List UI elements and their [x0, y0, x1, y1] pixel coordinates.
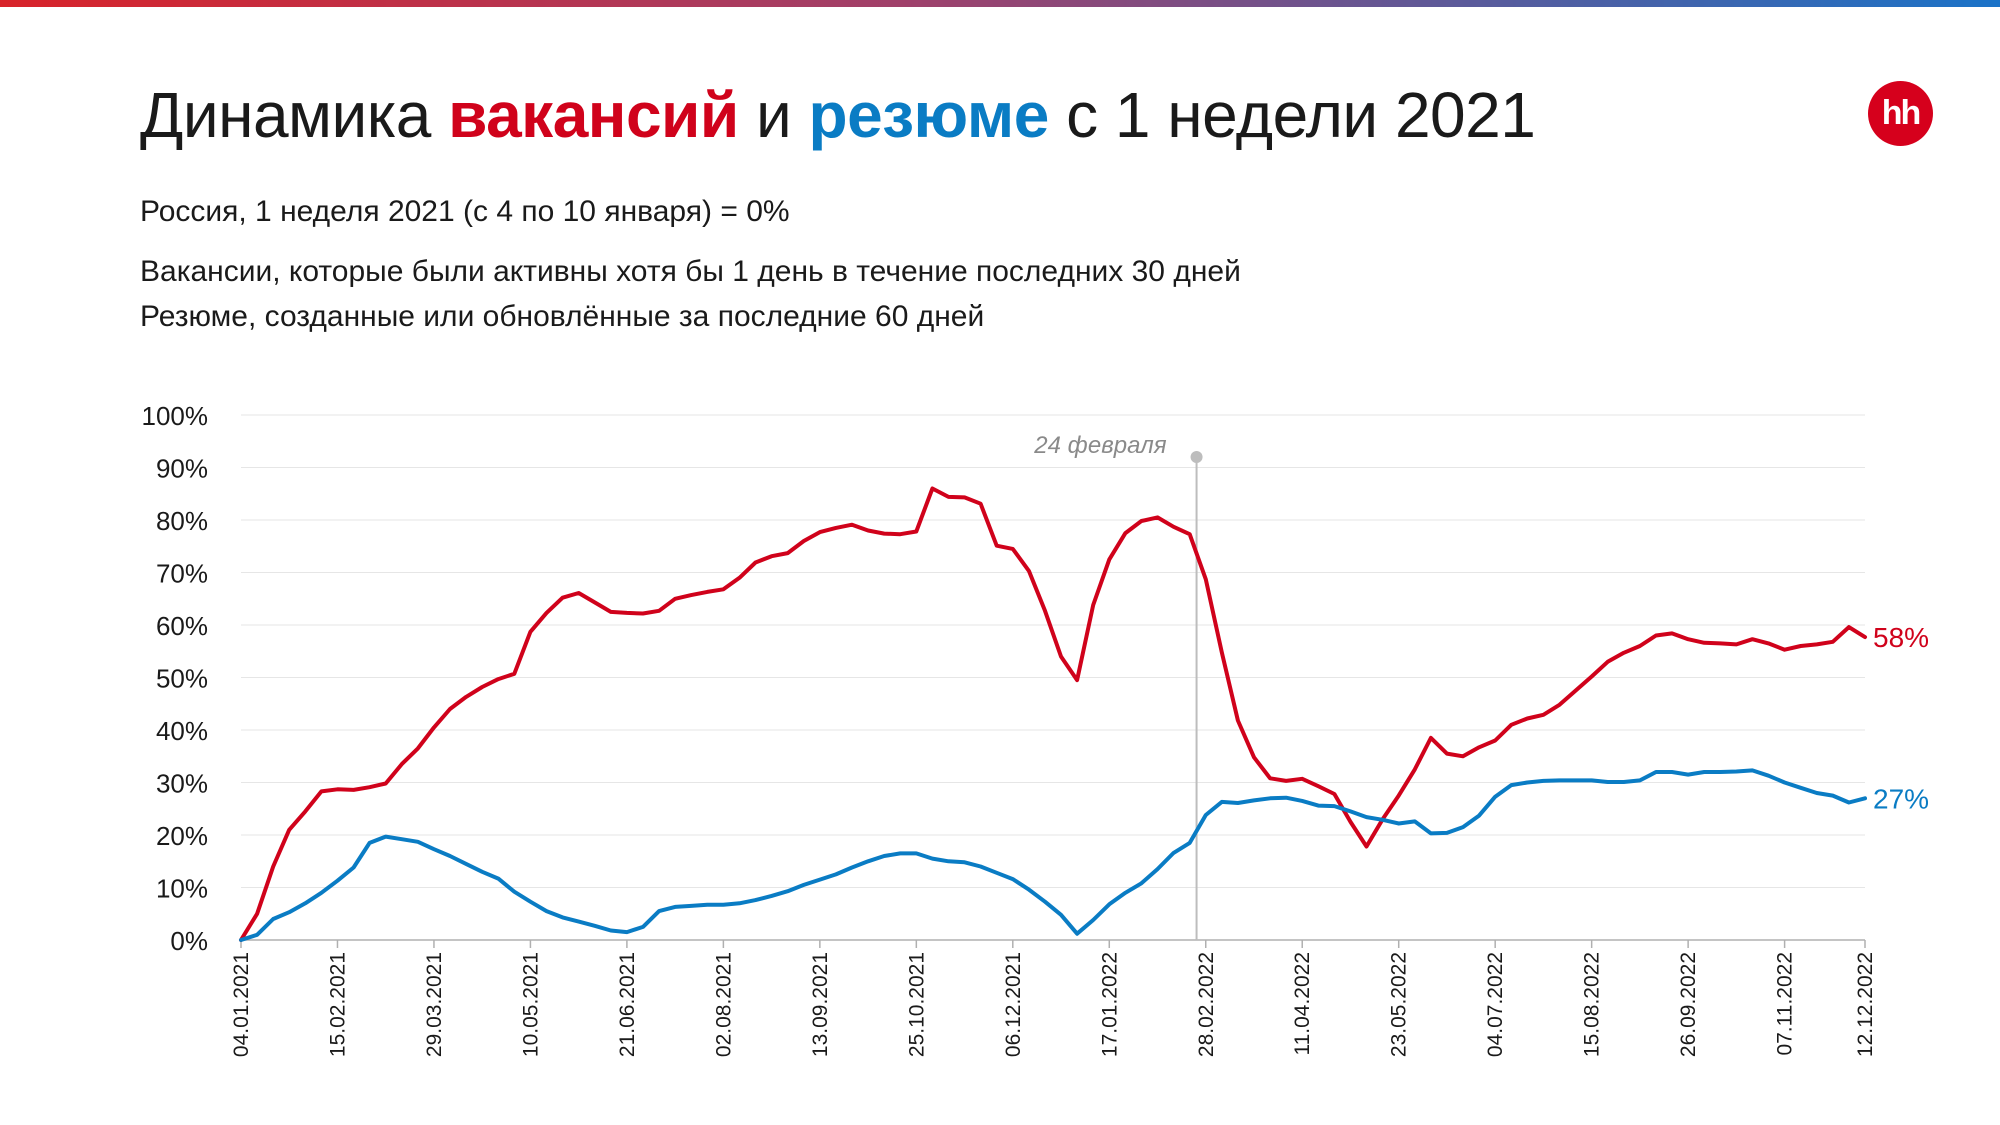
x-tick-label: 10.05.2021: [519, 952, 542, 1057]
end-label-resumes: 27%: [1873, 783, 1929, 814]
subtitle-resumes: Резюме, созданные или обновлённые за пос…: [140, 300, 985, 333]
y-tick-label: 100%: [142, 401, 209, 431]
x-tick-label: 23.05.2022: [1388, 952, 1411, 1057]
y-tick-label: 20%: [156, 821, 208, 851]
x-tick-label: 15.08.2022: [1581, 952, 1604, 1057]
x-tick-label: 21.06.2021: [616, 952, 639, 1057]
x-tick-label: 07.11.2022: [1774, 952, 1797, 1056]
y-tick-label: 70%: [156, 559, 208, 589]
x-tick-label: 06.12.2021: [1002, 952, 1025, 1057]
subtitle-vacancies: Вакансии, которые были активны хотя бы 1…: [140, 255, 1241, 288]
title-vacancies: вакансий: [448, 79, 739, 151]
x-tick-label: 04.07.2022: [1484, 952, 1507, 1057]
x-tick-label: 29.03.2021: [423, 952, 446, 1057]
y-tick-label: 80%: [156, 506, 208, 536]
title-resumes: резюме: [808, 79, 1050, 151]
x-tick-label: 26.09.2022: [1677, 952, 1700, 1057]
top-gradient-bar: [0, 0, 2000, 7]
event-label: 24 февраля: [1033, 432, 1167, 459]
x-tick-label: 04.01.2021: [230, 952, 253, 1057]
x-tick-label: 12.12.2022: [1854, 952, 1877, 1057]
y-tick-label: 60%: [156, 611, 208, 641]
x-tick-label: 28.02.2022: [1195, 952, 1218, 1057]
y-tick-label: 0%: [170, 926, 208, 956]
x-tick-label: 13.09.2021: [809, 952, 832, 1057]
title-prefix: Динамика: [140, 79, 449, 151]
y-tick-label: 30%: [156, 769, 208, 799]
x-tick-label: 11.04.2022: [1291, 952, 1314, 1056]
end-label-vacancies: 58%: [1873, 622, 1929, 653]
hh-logo: hh: [1868, 81, 1933, 146]
hh-logo-text: hh: [1881, 94, 1922, 132]
x-tick-label: 15.02.2021: [326, 952, 349, 1057]
series-line-resumes: [239, 768, 1867, 942]
series-line-vacancies: [239, 486, 1867, 942]
x-tick-label: 25.10.2021: [905, 952, 928, 1057]
title-middle: и: [738, 79, 809, 151]
page-title: Динамика вакансий и резюме с 1 недели 20…: [140, 78, 1536, 152]
x-tick-label: 17.01.2022: [1098, 952, 1121, 1057]
event-marker: [1190, 451, 1203, 463]
y-tick-label: 40%: [156, 716, 208, 746]
y-tick-label: 10%: [156, 874, 208, 904]
x-tick-label: 02.08.2021: [712, 952, 735, 1057]
y-tick-label: 90%: [156, 454, 208, 484]
y-tick-label: 50%: [156, 664, 208, 694]
subtitle-region: Россия, 1 неделя 2021 (с 4 по 10 января)…: [140, 195, 790, 228]
title-suffix: с 1 недели 2021: [1048, 79, 1536, 151]
